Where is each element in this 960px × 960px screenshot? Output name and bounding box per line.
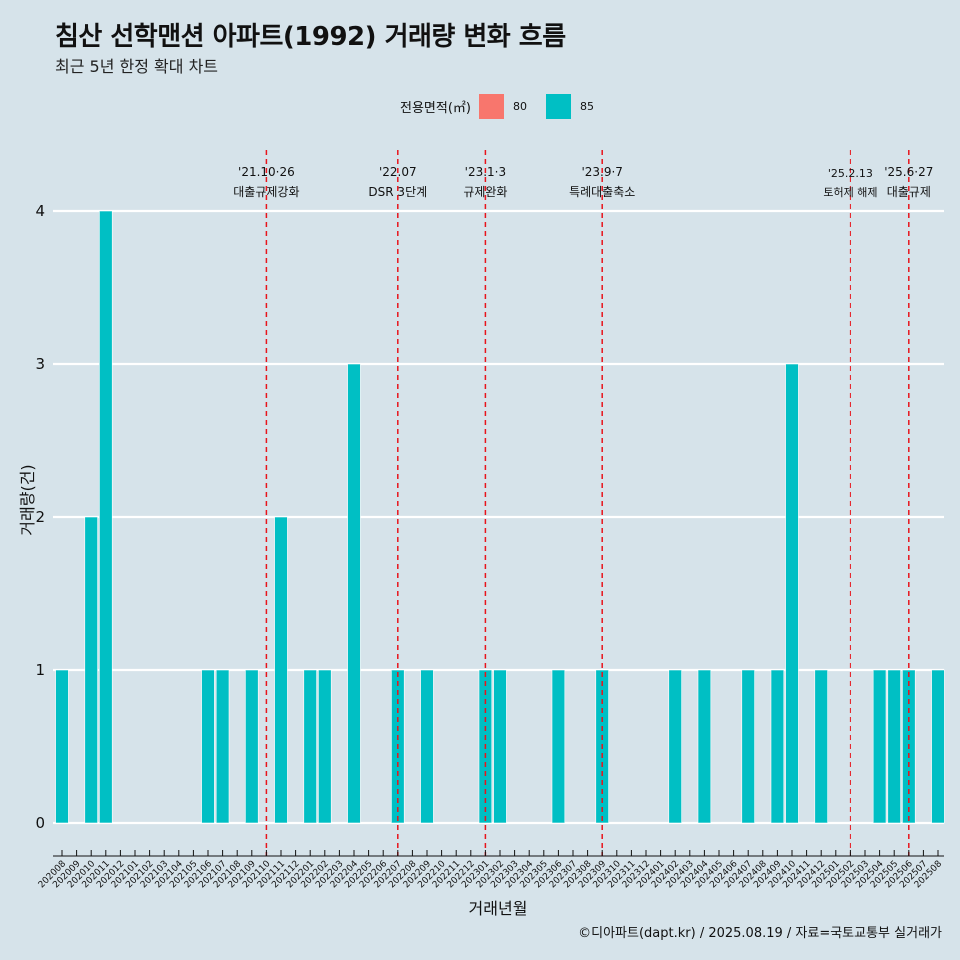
bar-202107-85 [215,669,230,824]
legend-swatch-80 [478,93,504,119]
y-axis-title: 거래량(건) [18,464,37,535]
source-caption: ©디아파트(dapt.kr) / 2025.08.19 / 자료=국토교통부 실… [578,926,942,941]
bar-202409-85 [770,669,785,824]
bar-202407-85 [741,669,755,824]
x-axis: 2020082020092020102020112020122021012021… [37,850,944,890]
bars [55,210,945,824]
y-tick-label: 1 [35,661,45,679]
bar-202008-85 [55,669,69,824]
event-label: 토허제 해제 [823,185,877,199]
bar-202209-85 [420,669,434,824]
chart-subtitle: 최근 5년 한정 확대 차트 [55,57,219,76]
event-label: 대출규제 [887,185,931,199]
legend-swatch-85 [545,93,571,119]
bar-202504-85 [872,669,887,824]
x-axis-title: 거래년월 [469,899,528,918]
bar-202410-85 [785,363,799,824]
bar-202201-85 [303,669,317,824]
event-date: '22.07 [379,165,417,179]
event-label: 대출규제강화 [233,185,299,199]
bar-202302-85 [493,669,507,824]
y-tick-label: 0 [35,814,45,832]
event-date: '21.10·26 [238,165,295,179]
chart-title: 침산 선학맨션 아파트(1992) 거래량 변화 흐름 [55,22,566,52]
bar-202402-85 [668,669,682,824]
legend-title: 전용면적(㎡) [400,100,471,116]
bar-202109-85 [245,669,259,824]
legend: 전용면적(㎡) 80 85 [400,92,613,120]
event-date: '25.6·27 [884,165,933,179]
bar-202106-85 [201,669,215,824]
y-tick-label: 2 [35,508,45,526]
legend-label-80: 80 [512,99,527,113]
bar-202010-85 [84,516,98,824]
bar-202412-85 [814,669,828,824]
event-date: '23.9·7 [581,165,622,179]
y-tick-label: 4 [35,202,45,220]
event-label: 규제완화 [463,185,507,199]
bar-202306-85 [551,669,566,824]
bar-202204-85 [347,363,361,824]
bar-202508-85 [931,669,945,824]
event-date: '23.1·3 [465,165,506,179]
bar-202202-85 [318,669,332,824]
event-date: '25.2.13 [828,167,873,180]
y-tick-label: 3 [35,355,45,373]
event-lines: '21.10·26 대출규제강화 '22.07 DSR 3단계 '23.1·3 규제완화 '… [233,150,933,856]
event-label: 특례대출축소 [569,185,635,199]
y-axis: 0 1 2 3 4 [35,202,45,832]
bar-202404-85 [697,669,712,824]
event-label: DSR 3단계 [368,185,427,199]
bar-202111-85 [274,516,288,824]
bar-202505-85 [887,669,901,824]
legend-label-85: 85 [579,99,594,113]
bar-202011-85 [99,210,113,824]
